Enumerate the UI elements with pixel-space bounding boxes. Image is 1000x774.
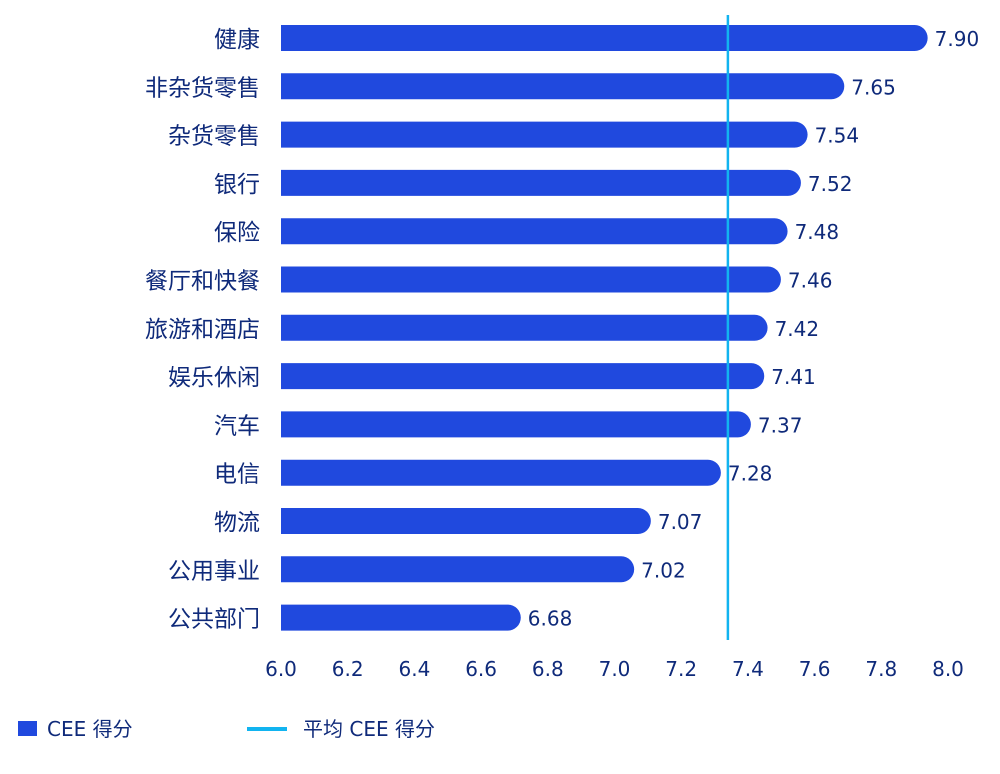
x-tick-label: 6.8: [532, 657, 564, 681]
data-label: 7.46: [788, 269, 833, 293]
x-tick-label: 7.0: [599, 657, 631, 681]
bar: [281, 604, 521, 631]
data-label: 7.90: [935, 27, 980, 51]
category-label: 银行: [214, 172, 260, 198]
legend-swatch-average: [247, 727, 287, 731]
bars-group: 健康 7.90 非杂货零售 7.65 杂货零售 7.54 银行 7.52 保险 7.48 餐厅和快餐…: [145, 25, 979, 633]
category-label: 公用事业: [168, 558, 260, 584]
x-axis-ticks: 6.0 6.2 6.4 6.6 6.8 7.0 7.2 7.4 7.6 7.8 8.0: [265, 657, 964, 681]
data-label: 7.37: [758, 413, 803, 437]
data-label: 7.07: [658, 510, 703, 534]
category-label: 餐厅和快餐: [145, 269, 260, 295]
category-label: 公共部门: [168, 607, 260, 633]
data-label: 7.41: [771, 365, 816, 389]
x-tick-label: 6.2: [332, 657, 364, 681]
x-tick-label: 7.2: [665, 657, 697, 681]
legend-label-average: 平均 CEE 得分: [303, 717, 435, 741]
x-tick-label: 6.0: [265, 657, 297, 681]
bar: [281, 73, 845, 100]
bar: [281, 266, 781, 293]
bar: [281, 363, 765, 390]
category-label: 健康: [214, 27, 260, 53]
legend-swatch-cee: [18, 721, 37, 736]
bar: [281, 411, 751, 438]
category-label: 娱乐休闲: [168, 365, 260, 391]
category-label: 非杂货零售: [145, 75, 260, 101]
data-label: 7.28: [728, 462, 773, 486]
x-tick-label: 7.6: [799, 657, 831, 681]
data-label: 7.02: [641, 558, 686, 582]
category-label: 保险: [214, 220, 260, 246]
legend: CEE 得分 平均 CEE 得分: [18, 717, 435, 741]
data-label: 7.48: [795, 220, 840, 244]
legend-label-cee: CEE 得分: [47, 717, 133, 741]
bar: [281, 459, 721, 486]
bar: [281, 508, 651, 534]
x-tick-label: 7.4: [732, 657, 764, 681]
bar: [281, 25, 928, 51]
bar: [281, 121, 808, 148]
category-label: 电信: [214, 462, 260, 488]
bar: [281, 314, 768, 341]
bar: [281, 556, 635, 583]
data-label: 7.54: [815, 124, 860, 148]
x-tick-label: 6.4: [398, 657, 430, 681]
category-label: 汽车: [214, 413, 260, 439]
x-tick-label: 6.6: [465, 657, 497, 681]
data-label: 7.42: [775, 317, 820, 341]
x-tick-label: 7.8: [865, 657, 897, 681]
data-label: 7.52: [808, 172, 853, 196]
category-label: 旅游和酒店: [145, 317, 260, 343]
x-tick-label: 8.0: [932, 657, 964, 681]
category-label: 杂货零售: [168, 124, 260, 150]
data-label: 7.65: [851, 75, 896, 99]
bar: [281, 218, 788, 245]
data-label: 6.68: [528, 607, 573, 631]
bar: [281, 169, 801, 196]
category-label: 物流: [214, 510, 260, 536]
